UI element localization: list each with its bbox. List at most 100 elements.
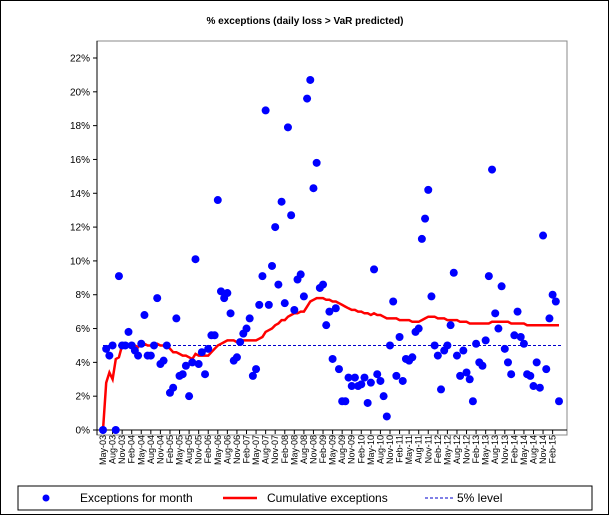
point — [108, 341, 117, 350]
point — [325, 307, 334, 316]
y-tick-label: 0% — [76, 426, 91, 437]
point — [283, 123, 292, 132]
legend-label: Exceptions for month — [80, 491, 193, 505]
x-tick-label: Feb-10 — [356, 435, 366, 464]
point — [478, 361, 487, 370]
x-tick-label: May-13 — [481, 435, 491, 465]
point — [379, 392, 388, 401]
x-tick-label: Nov-04 — [155, 435, 165, 464]
point — [497, 282, 506, 291]
x-tick-label: Feb-07 — [241, 435, 251, 464]
x-tick-label: Nov-08 — [308, 435, 318, 464]
point — [507, 370, 516, 379]
y-tick-label: 18% — [70, 121, 90, 132]
point — [545, 314, 554, 323]
y-tick-label: 12% — [70, 223, 90, 234]
x-tick-label: Feb-12 — [433, 435, 443, 464]
x-tick-label: May-10 — [366, 435, 376, 465]
y-tick-label: 6% — [76, 324, 91, 335]
y-tick-label: 4% — [76, 358, 91, 369]
point — [357, 380, 366, 389]
point — [481, 336, 490, 345]
point — [370, 265, 379, 274]
point — [258, 272, 267, 281]
point — [114, 272, 123, 281]
point — [274, 280, 283, 289]
point — [491, 309, 500, 318]
point — [201, 370, 210, 379]
point — [421, 214, 430, 223]
point — [414, 324, 423, 333]
point — [210, 331, 219, 340]
x-tick-label: Aug-13 — [490, 435, 500, 464]
x-tick-label: Feb-05 — [165, 435, 175, 464]
legend — [17, 485, 593, 511]
point — [194, 360, 203, 369]
x-tick-label: May-03 — [98, 435, 108, 465]
point — [223, 289, 232, 298]
point — [242, 324, 251, 333]
point — [252, 365, 261, 374]
y-tick-label: 20% — [70, 87, 90, 98]
point — [472, 339, 481, 348]
point — [290, 305, 299, 314]
x-tick-label: Feb-09 — [318, 435, 328, 464]
point — [548, 290, 557, 299]
x-tick-label: Feb-15 — [548, 435, 558, 464]
point — [248, 371, 257, 380]
point — [437, 385, 446, 394]
point — [350, 373, 359, 382]
point — [146, 351, 155, 360]
point — [268, 261, 277, 270]
point — [539, 231, 548, 240]
point — [185, 392, 194, 401]
point — [433, 351, 442, 360]
point — [153, 294, 162, 303]
point — [459, 346, 468, 355]
x-tick-label: May-08 — [289, 435, 299, 465]
x-tick-label: Nov-11 — [423, 435, 433, 463]
point — [140, 311, 149, 320]
x-tick-label: Feb-13 — [471, 435, 481, 464]
x-tick-label: Aug-11 — [414, 435, 424, 463]
point — [277, 197, 286, 206]
point — [255, 300, 264, 309]
point — [462, 368, 471, 377]
y-tick-label: 2% — [76, 392, 91, 403]
point — [347, 382, 356, 391]
x-tick-label: Nov-12 — [462, 435, 472, 464]
x-tick-label: Nov-14 — [538, 435, 548, 464]
point — [344, 373, 353, 382]
point — [312, 158, 321, 167]
point — [280, 299, 289, 308]
x-tick-label: Nov-10 — [385, 435, 395, 464]
point — [427, 292, 436, 301]
y-tick-label: 10% — [70, 256, 90, 267]
point — [430, 341, 439, 350]
point — [417, 234, 426, 243]
point — [197, 348, 206, 357]
point — [373, 370, 382, 379]
point — [296, 270, 305, 279]
y-tick-label: 16% — [70, 155, 90, 166]
point — [376, 376, 385, 385]
point — [551, 297, 560, 306]
x-tick-label: Aug-03 — [108, 435, 118, 464]
point — [443, 341, 452, 350]
legend-label: Cumulative exceptions — [267, 491, 388, 505]
point — [513, 307, 522, 316]
point — [232, 353, 241, 362]
point — [306, 75, 315, 84]
point — [446, 321, 455, 330]
y-tick-label: 14% — [70, 189, 90, 200]
x-tick-label: Aug-10 — [375, 435, 385, 464]
point — [516, 333, 525, 341]
point — [529, 382, 538, 391]
point — [169, 383, 178, 392]
point — [213, 196, 222, 205]
x-tick-label: Feb-08 — [280, 435, 290, 464]
point — [334, 365, 343, 374]
point — [535, 383, 544, 392]
x-tick-label: Nov-07 — [270, 435, 280, 464]
point — [137, 339, 146, 348]
